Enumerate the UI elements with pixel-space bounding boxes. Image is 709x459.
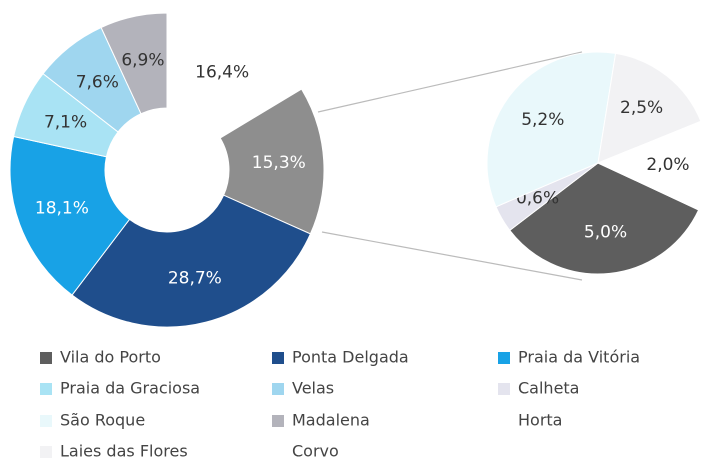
data-label: 6,9% bbox=[121, 51, 164, 71]
slice bbox=[509, 162, 700, 275]
data-label: 18,1% bbox=[35, 199, 89, 219]
data-label: 28,7% bbox=[168, 268, 222, 288]
legend-label: São Roque bbox=[60, 411, 145, 430]
legend-label: Praia da Graciosa bbox=[60, 379, 200, 398]
data-label: 7,1% bbox=[44, 113, 87, 133]
legend-label: Praia da Vitória bbox=[518, 348, 640, 367]
slice bbox=[71, 194, 312, 328]
slice bbox=[166, 12, 303, 139]
legend-swatch bbox=[498, 383, 510, 395]
legend-label: Laies das Flores bbox=[60, 442, 188, 459]
legend-swatch bbox=[272, 383, 284, 395]
data-label: 7,6% bbox=[76, 72, 119, 92]
data-label: 5,0% bbox=[584, 223, 627, 243]
legend-swatch bbox=[272, 446, 284, 458]
data-label: 2,5% bbox=[620, 98, 663, 118]
data-label: 5,2% bbox=[521, 110, 564, 130]
data-label: 2,0% bbox=[646, 155, 689, 175]
legend-label: Vila do Porto bbox=[60, 348, 161, 367]
legend-label: Ponta Delgada bbox=[292, 348, 409, 367]
connector-line bbox=[321, 231, 583, 281]
legend-swatch bbox=[40, 352, 52, 364]
legend-swatch bbox=[40, 415, 52, 427]
legend-label: Corvo bbox=[292, 442, 339, 459]
slice bbox=[486, 51, 617, 208]
legend-label: Velas bbox=[292, 379, 334, 398]
plot: 16,4%15,3%28,7%18,1%7,1%7,6%6,9%5,0%0,6%… bbox=[9, 12, 709, 459]
legend-swatch bbox=[272, 352, 284, 364]
slice bbox=[597, 52, 702, 164]
legend-label: Horta bbox=[518, 411, 562, 430]
data-label: 16,4% bbox=[195, 63, 249, 83]
data-label: 15,3% bbox=[252, 153, 306, 173]
legend-swatch bbox=[40, 446, 52, 458]
slice bbox=[219, 88, 325, 235]
legend-swatch bbox=[498, 352, 510, 364]
legend-label: Calheta bbox=[518, 379, 579, 398]
slice bbox=[9, 135, 131, 296]
legend-swatch bbox=[40, 383, 52, 395]
legend-label: Madalena bbox=[292, 411, 370, 430]
connector-line bbox=[317, 51, 583, 113]
slice bbox=[100, 12, 168, 115]
legend-swatch bbox=[498, 415, 510, 427]
legend-swatch bbox=[272, 415, 284, 427]
